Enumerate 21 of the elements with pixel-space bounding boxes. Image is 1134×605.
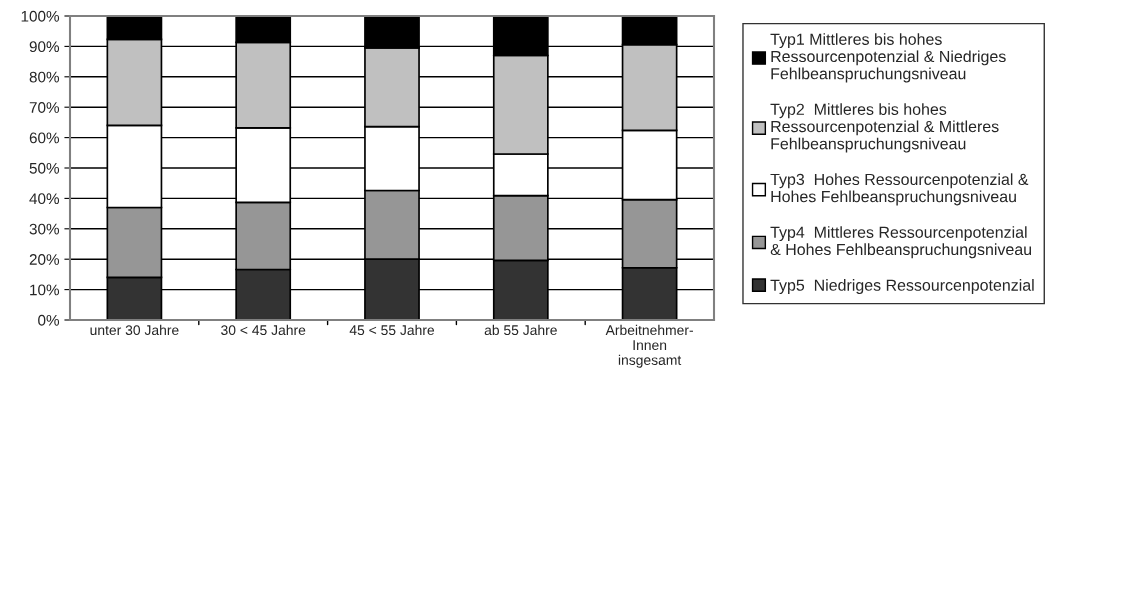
legend-label: Typ1 Mittleres bis hohes Ressourcenpotenzial & Niedriges Fehlbeanspruchungsniveau bbox=[770, 33, 1006, 83]
x-tick-label: unter 30 Jahre bbox=[90, 324, 179, 336]
y-tick-label: 80% bbox=[29, 71, 60, 83]
x-tick-label: 30 < 45 Jahre bbox=[221, 324, 306, 336]
x-tick-label: Arbeitnehmer- Innen insgesamt bbox=[605, 324, 693, 368]
y-tick-label: 0% bbox=[38, 314, 60, 326]
y-tick-label: 50% bbox=[29, 162, 60, 174]
x-tick-label: ab 55 Jahre bbox=[484, 324, 557, 336]
y-tick-label: 40% bbox=[29, 193, 60, 205]
y-tick-label: 70% bbox=[29, 102, 60, 113]
y-tick-label: 20% bbox=[29, 254, 60, 265]
y-tick-label: 90% bbox=[29, 41, 60, 53]
y-tick-label: 100% bbox=[21, 10, 60, 22]
y-tick-label: 30% bbox=[29, 223, 60, 235]
legend-label: Typ3 Hohes Ressourcenpotenzial & Hohes Fehlbeanspruchungsniveau bbox=[770, 173, 1029, 206]
legend-label: Typ4 Mittleres Ressourcenpotenzial & Hohes Fehlbeanspruchungsniveau bbox=[770, 226, 1032, 259]
y-tick-label: 60% bbox=[29, 132, 60, 144]
y-tick-label: 10% bbox=[30, 284, 60, 296]
legend-label: Typ2 Mittleres bis hohes Ressourcenpotenzial & Mittleres Fehlbeanspruchungsniveau bbox=[770, 103, 999, 153]
legend-label: Typ5 Niedriges Ressourcenpotenzial bbox=[770, 279, 1034, 294]
x-tick-label: 45 < 55 Jahre bbox=[349, 324, 435, 336]
